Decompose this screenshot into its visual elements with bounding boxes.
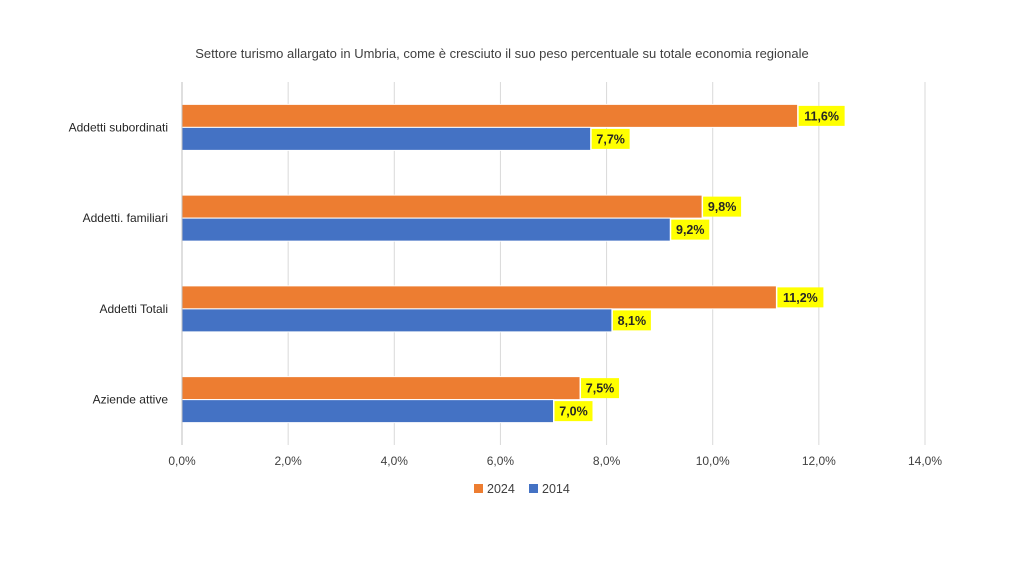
- data-label: 7,0%: [559, 405, 588, 419]
- data-label: 9,8%: [708, 200, 737, 214]
- data-label: 7,7%: [596, 132, 625, 146]
- bar-2024: [181, 194, 703, 219]
- bar-2024: [181, 285, 777, 310]
- x-tick-label: 4,0%: [381, 454, 409, 468]
- legend: 2024 2014: [474, 482, 570, 496]
- bar-2014: [181, 308, 613, 333]
- x-tick-label: 12,0%: [802, 454, 836, 468]
- data-label-background: [703, 196, 742, 217]
- bar-2024: [181, 376, 581, 401]
- category-label: Addetti. familiari: [83, 211, 168, 225]
- legend-label: 2024: [487, 482, 515, 496]
- data-label: 11,6%: [804, 109, 839, 123]
- data-label-background: [591, 128, 630, 149]
- legend-label: 2014: [542, 482, 570, 496]
- bar-2024: [181, 103, 799, 128]
- data-label: 7,5%: [586, 382, 615, 396]
- legend-swatch-2024: [474, 484, 483, 493]
- data-label-background: [777, 287, 824, 308]
- data-label-background: [581, 378, 620, 399]
- data-label-background: [612, 310, 651, 331]
- data-label-background: [671, 219, 710, 240]
- x-tick-label: 8,0%: [593, 454, 621, 468]
- data-label: 11,2%: [783, 291, 818, 305]
- category-label: Addetti Totali: [100, 302, 169, 316]
- data-label-background: [798, 105, 845, 126]
- bars: [181, 103, 799, 424]
- chart-title: Settore turismo allargato in Umbria, com…: [195, 46, 809, 61]
- category-label: Addetti subordinati: [69, 120, 168, 134]
- data-label-background: [554, 401, 593, 422]
- axes: 0,0% 2,0% 4,0% 6,0% 8,0% 10,0% 12,0% 14,0% Addet…: [69, 82, 942, 468]
- x-tick-label: 6,0%: [487, 454, 515, 468]
- x-tick-label: 2,0%: [274, 454, 302, 468]
- data-label: 8,1%: [618, 314, 647, 328]
- category-label: Aziende attive: [93, 393, 169, 407]
- bar-2014: [181, 399, 554, 424]
- bar-2014: [181, 217, 671, 242]
- data-labels: 11,6% 7,7% 9,8%9,2% 11,2% 8,1% 7,5% 7,0%: [554, 105, 845, 422]
- data-label: 9,2%: [676, 223, 705, 237]
- x-tick-label: 0,0%: [168, 454, 196, 468]
- bar-2014: [181, 126, 592, 151]
- legend-swatch-2014: [529, 484, 538, 493]
- x-tick-label: 14,0%: [908, 454, 942, 468]
- x-tick-label: 10,0%: [696, 454, 730, 468]
